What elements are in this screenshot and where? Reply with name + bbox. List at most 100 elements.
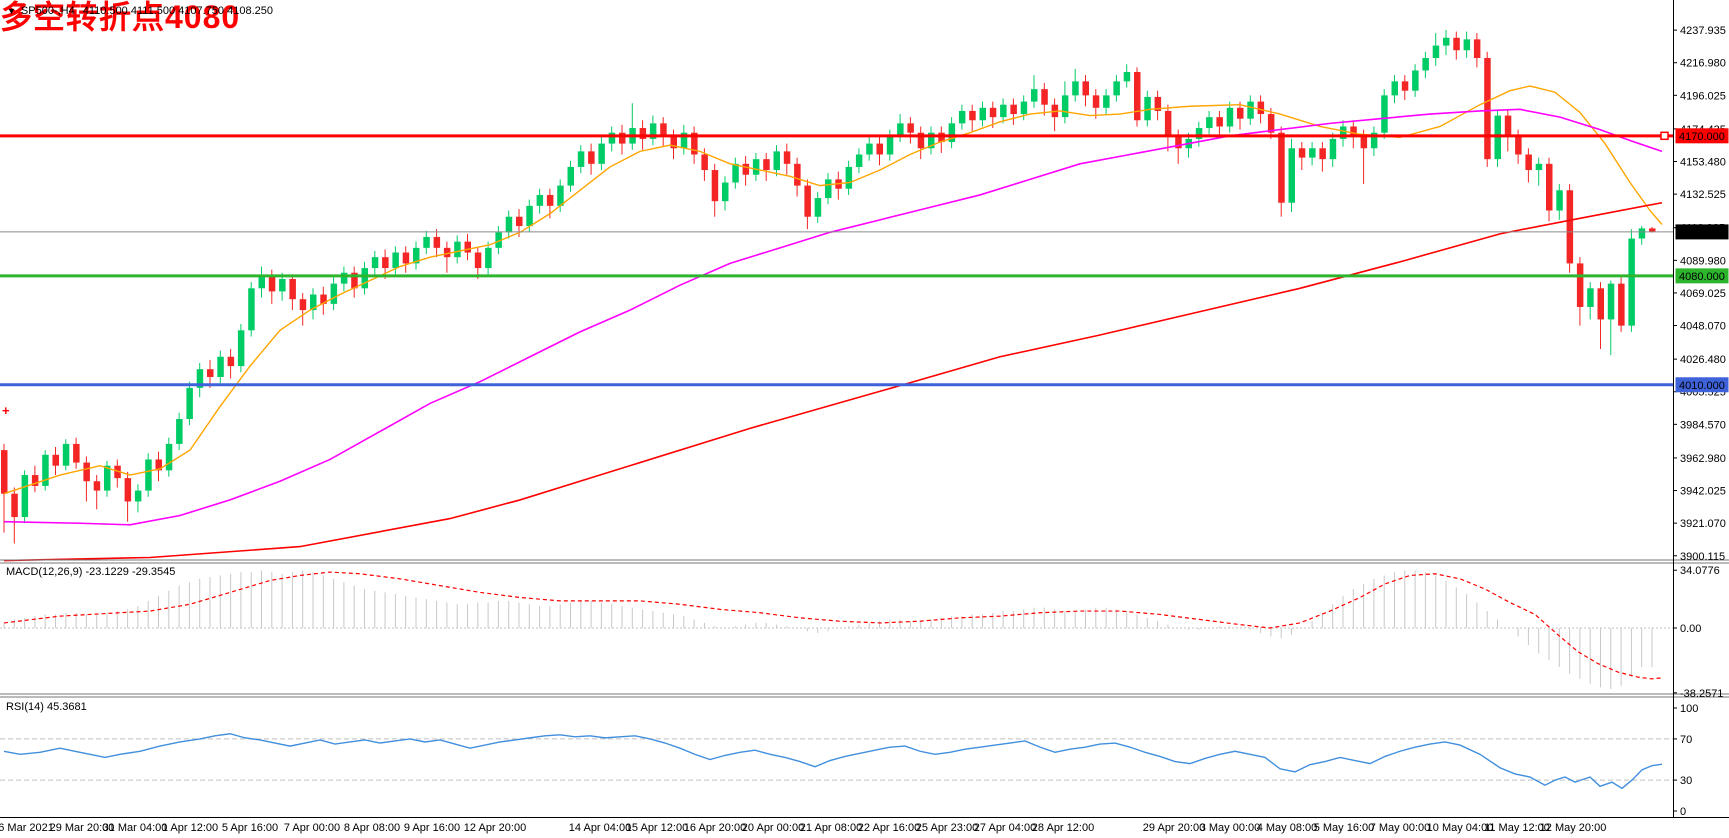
candle [567,160,574,192]
candle [217,350,224,384]
date-axis-label: 15 Apr 12:00 [626,822,688,834]
date-axis-label: 7 May 00:00 [1370,822,1431,834]
hline-handle[interactable] [1660,131,1669,141]
candle [536,188,544,214]
candle [825,173,832,205]
symbol-dropdown-icon[interactable]: ▼ [7,6,16,16]
candle [876,137,883,166]
candle [732,157,739,189]
macd-tick-label: 34.0776 [1680,565,1720,577]
candle [1484,51,1491,167]
candle [1206,110,1213,135]
current-price-badge[interactable]: 4108.250 [1675,224,1729,240]
rsi-tick-label: 70 [1680,734,1692,746]
date-axis-label: 20 Apr 00:00 [742,822,804,834]
price-tick-label: 3984.570 [1680,419,1726,431]
candle [454,235,461,264]
candle [1103,89,1110,115]
date-axis-label: 4 May 08:00 [1257,822,1318,834]
svg-text:4108.250: 4108.250 [1679,227,1725,239]
candle [1216,110,1223,138]
date-axis-label: 1 Apr 12:00 [162,822,218,834]
candle [402,246,410,273]
candle [1607,280,1615,356]
candle [485,241,492,275]
candle [1587,282,1594,320]
candle [1525,148,1532,183]
candle [1288,138,1295,213]
candle [1340,120,1347,147]
candle [464,233,471,261]
date-axis-label: 26 Mar 2021 [0,822,54,834]
candle [1164,104,1172,152]
candle [1010,98,1017,125]
candle [474,247,482,279]
candle [1000,98,1007,124]
candle [1453,31,1460,60]
candle [1504,109,1512,152]
text-annotation[interactable]: 多空转折点4080 [0,0,241,35]
candle [1123,64,1131,88]
candle [1082,75,1089,107]
candle [835,171,842,200]
ma-fast-line [3,85,1663,495]
candle [1267,107,1275,139]
date-axis-label: 29 Apr 20:00 [1143,822,1205,834]
candle [1638,226,1646,245]
candle [1381,89,1388,139]
candle [557,179,564,213]
candle [588,143,595,175]
price-tick-label: 4237.935 [1680,25,1726,37]
candle [1247,95,1254,125]
candle [351,266,358,298]
hline-price-badge[interactable]: 4010.000 [1675,377,1729,393]
candle [207,359,214,388]
date-axis-label: 8 Apr 08:00 [344,822,400,834]
candle [1298,142,1306,171]
rsi-tick-label: 100 [1680,703,1698,715]
candle [433,229,441,258]
rsi-tick-label: 30 [1680,775,1692,787]
candle [114,459,121,488]
candle [134,484,142,513]
candle [196,362,204,398]
candle [11,487,18,544]
price-tick-label: 4196.025 [1680,90,1726,102]
candle [855,148,863,174]
candle [773,145,780,177]
candle [1535,157,1543,186]
candle [928,126,935,155]
price-tick-label: 4153.480 [1680,157,1726,169]
candle [1391,75,1398,104]
left-price-cross-icon: + [2,403,10,418]
candle [1113,75,1120,102]
ma-slow-line [3,201,1663,562]
date-axis-label: 31 Mar 04:00 [103,822,168,834]
candle [845,160,853,195]
price-tick-label: 4048.070 [1680,321,1726,333]
date-axis-label: 9 Apr 16:00 [404,822,460,834]
candle [392,246,399,275]
candle [1154,90,1162,121]
candle [1226,101,1234,133]
candle [1443,30,1450,55]
candle [361,261,368,295]
candle [1556,184,1563,220]
candle [279,272,286,301]
hline-price-badge[interactable]: 4080.000 [1675,268,1729,284]
candle [1597,282,1604,349]
macd-tick-label: 0.00 [1680,623,1701,635]
candle [165,437,173,477]
candle [958,104,966,130]
rsi-line [3,733,1663,790]
candle [742,156,750,186]
candle [577,145,585,174]
candle [371,250,379,276]
candle [794,157,801,197]
candle [1401,75,1409,101]
candle [938,126,945,153]
hline-price-badge[interactable]: 4170.000 [1675,128,1729,144]
candle [752,152,760,181]
candle [1319,142,1326,172]
